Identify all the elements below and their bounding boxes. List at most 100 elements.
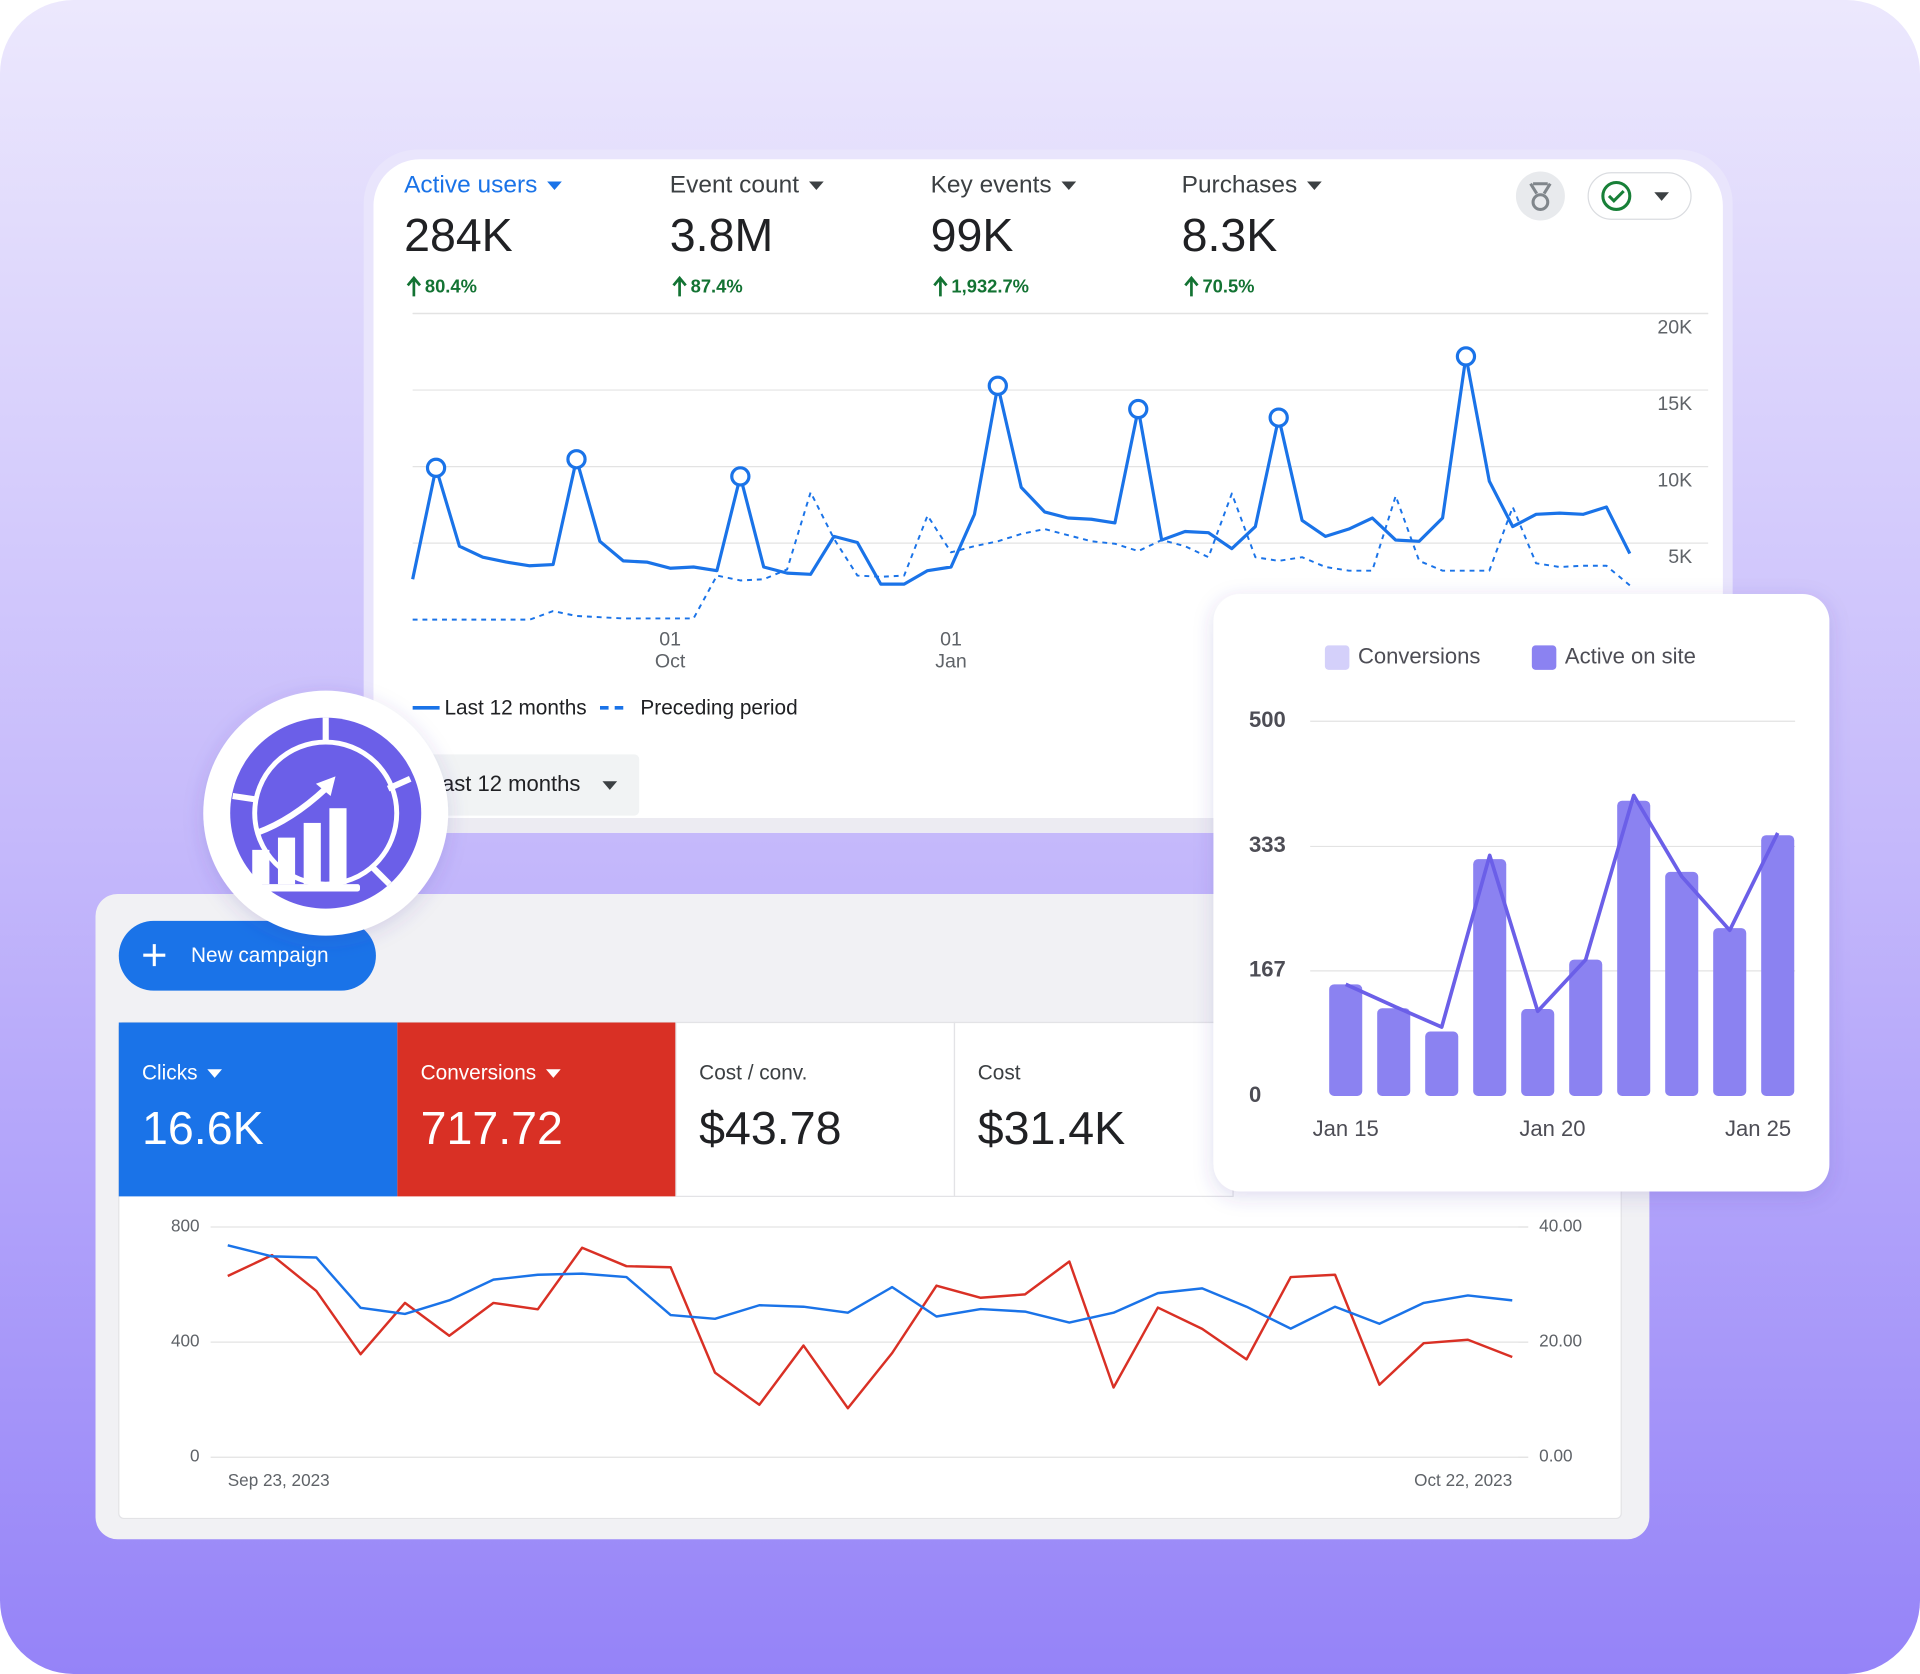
up-arrow <box>1184 275 1199 297</box>
legend-label: Preceding period <box>640 697 797 720</box>
line-series <box>1344 793 1780 1029</box>
metric-label[interactable]: Key events <box>931 172 1052 199</box>
logo-badge <box>203 690 449 936</box>
metric-label[interactable]: Purchases <box>1182 172 1298 199</box>
metric-value: 99K <box>931 209 1014 261</box>
metric-label[interactable]: Event count <box>670 172 799 199</box>
peak-marker <box>1268 407 1289 428</box>
status-pill[interactable] <box>1587 172 1692 220</box>
dropdown-arrow <box>1061 181 1077 191</box>
metric-value: 3.8M <box>670 209 773 261</box>
plus-icon <box>143 944 166 967</box>
bar <box>1761 835 1795 1096</box>
dropdown-arrow <box>602 781 618 790</box>
dropdown-arrow <box>1654 192 1669 201</box>
x-tick-label: Oct 22, 2023 <box>1414 1470 1512 1490</box>
logo-arrowhead <box>315 776 336 796</box>
peak-marker <box>1128 398 1149 420</box>
badge-medal <box>1531 193 1550 211</box>
bar <box>1329 984 1363 1096</box>
bar <box>1473 859 1507 1096</box>
bar <box>1425 1031 1459 1096</box>
metric-change: 80.4% <box>425 276 477 297</box>
metric-value: $43.78 <box>699 1102 841 1154</box>
metric-value: 284K <box>404 209 513 261</box>
x-tick-label: 01 Oct <box>655 629 686 673</box>
metric-value: 717.72 <box>421 1102 563 1154</box>
dropdown-arrow <box>546 1069 561 1078</box>
metric-label: Conversions <box>421 1061 537 1084</box>
legend-label: Active on site <box>1565 643 1696 668</box>
dropdown-arrow <box>547 181 562 191</box>
x-tick-label: 01 Jan <box>935 629 967 673</box>
logo-arrow <box>256 786 328 836</box>
date-range[interactable] <box>416 754 640 816</box>
y-tick-label: 800 <box>171 1216 200 1236</box>
x-tick-label: Jan 20 <box>1519 1116 1585 1141</box>
metric-change: 70.5% <box>1202 276 1254 297</box>
legend-swatch <box>1324 645 1350 670</box>
logo-base <box>242 884 360 892</box>
metric-label[interactable]: Active users <box>404 172 537 199</box>
card <box>1213 593 1830 1192</box>
date-range-label: Last 12 months <box>430 771 581 796</box>
x-tick-label: Jan 25 <box>1725 1116 1791 1141</box>
dropdown-arrow <box>809 181 824 191</box>
peak-marker <box>987 375 1008 396</box>
metric-value: 16.6K <box>142 1102 264 1154</box>
legend-swatch <box>1531 645 1557 670</box>
check-mark <box>1607 189 1625 204</box>
dropdown-arrow <box>207 1069 222 1078</box>
logo-bar <box>252 849 270 885</box>
bar <box>1617 800 1651 1096</box>
badge-ribbon <box>1529 182 1552 195</box>
x-tick-label: Jan 15 <box>1313 1116 1379 1141</box>
legend-label: Conversions <box>1358 643 1480 668</box>
y-tick-label: 333 <box>1249 832 1286 857</box>
y-tick-label: 0 <box>190 1446 200 1466</box>
metric-tile[interactable] <box>397 1022 676 1197</box>
sessions-card: 0 167 333 500 Jan 15 Jan 20 Jan 25 Conversions A… <box>1213 593 1830 1192</box>
bar <box>1569 959 1603 1096</box>
y-tick-label: 15K <box>1657 393 1692 415</box>
y2-tick-label: 40.00 <box>1539 1216 1582 1236</box>
y2-tick-label: 0.00 <box>1539 1446 1572 1466</box>
bar <box>1713 928 1747 1096</box>
peak-marker <box>730 466 751 487</box>
y-tick-label: 5K <box>1668 546 1692 568</box>
y-tick-label: 400 <box>171 1331 200 1351</box>
dropdown-arrow <box>1307 181 1322 191</box>
button-label: New campaign <box>191 944 329 967</box>
peak-marker <box>566 449 587 470</box>
y-tick-label: 10K <box>1657 469 1692 491</box>
metric-change: 87.4% <box>691 276 743 297</box>
y-tick-label: 0 <box>1249 1082 1261 1107</box>
metric-value: 8.3K <box>1182 209 1278 261</box>
bar <box>1665 871 1699 1096</box>
up-arrow <box>933 275 948 297</box>
line-series <box>227 1246 1513 1410</box>
peak-marker <box>425 457 447 478</box>
new-campaign-button[interactable] <box>118 920 376 991</box>
metric-change: 1,932.7% <box>951 276 1029 297</box>
line-series <box>411 354 1632 586</box>
metric-label: Cost / conv. <box>699 1061 807 1084</box>
up-arrow <box>672 275 687 297</box>
logo-bar <box>329 808 347 885</box>
metric-value: $31.4K <box>978 1102 1125 1154</box>
metric-label: Cost <box>978 1061 1021 1084</box>
y-tick-label: 500 <box>1249 707 1286 732</box>
metric-tile[interactable] <box>118 1022 398 1197</box>
logo-gaps <box>232 717 412 887</box>
logo-bar <box>277 837 296 885</box>
y2-tick-label: 20.00 <box>1539 1331 1582 1351</box>
metric-label: Clicks <box>142 1061 197 1084</box>
line-series <box>227 1244 1513 1330</box>
up-arrow <box>406 275 422 297</box>
metric-tile[interactable] <box>953 1021 1234 1197</box>
y-tick-label: 20K <box>1657 316 1692 338</box>
y-tick-label: 167 <box>1249 957 1286 982</box>
legend-label: Last 12 months <box>444 697 586 720</box>
x-tick-label: Sep 23, 2023 <box>228 1470 330 1490</box>
